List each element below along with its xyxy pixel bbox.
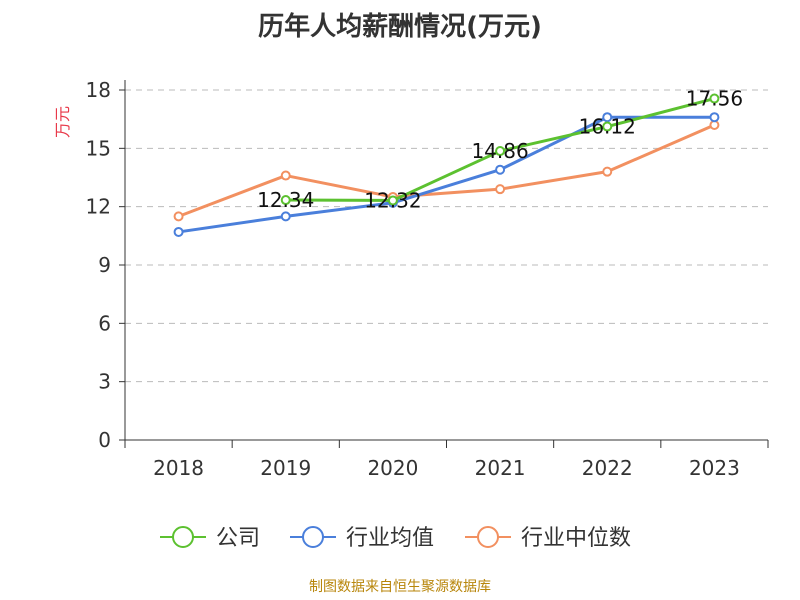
legend-label: 行业均值 xyxy=(346,526,434,551)
data-point xyxy=(280,170,291,181)
y-tick-label: 3 xyxy=(98,370,111,394)
data-label: 17.56 xyxy=(686,87,743,111)
legend-label: 行业中位数 xyxy=(521,526,631,551)
y-tick-label: 0 xyxy=(98,428,111,452)
data-point xyxy=(495,146,506,157)
y-tick-label: 6 xyxy=(98,311,111,335)
legend-marker xyxy=(172,526,194,548)
data-point xyxy=(709,112,720,123)
y-axis-label: 万元 xyxy=(53,106,72,138)
data-point xyxy=(602,121,613,132)
grid-lines xyxy=(125,89,768,383)
legend-label: 公司 xyxy=(216,526,260,551)
series-line-1 xyxy=(178,115,715,234)
data-point xyxy=(602,112,613,123)
x-tick-label: 2020 xyxy=(367,456,418,480)
data-label: 12.34 xyxy=(257,188,314,212)
axes: 0 3 6 9 12 15 18 2018 2019 2020 2021 2022 2023 万元 xyxy=(53,78,769,480)
data-label: 16.12 xyxy=(579,115,636,139)
x-tick-label: 2021 xyxy=(475,456,526,480)
data-point xyxy=(387,195,398,206)
x-tick-label: 2019 xyxy=(260,456,311,480)
data-point xyxy=(495,164,506,175)
y-tick-label: 9 xyxy=(98,253,111,277)
x-tick-label: 2023 xyxy=(689,456,740,480)
data-labels: 12.34 12.32 14.86 16.12 17.56 xyxy=(257,87,743,213)
series-line-2 xyxy=(178,123,716,218)
data-label: 12.32 xyxy=(364,188,421,212)
data-point xyxy=(495,184,506,195)
data-point xyxy=(173,226,184,237)
x-tick-label: 2022 xyxy=(582,456,633,480)
data-point xyxy=(709,93,720,104)
x-tick-label: 2018 xyxy=(153,456,204,480)
y-tick-label: 12 xyxy=(86,195,111,219)
data-point xyxy=(173,211,184,222)
legend: 公司 行业均值 行业中位数 xyxy=(160,526,631,551)
chart-title: 历年人均薪酬情况(万元) xyxy=(258,12,542,42)
data-label: 14.86 xyxy=(471,139,528,163)
legend-marker xyxy=(302,526,324,548)
series-group xyxy=(173,93,720,237)
data-point xyxy=(602,166,613,177)
data-point xyxy=(280,211,291,222)
legend-marker xyxy=(477,526,499,548)
y-tick-label: 15 xyxy=(86,136,111,160)
data-point xyxy=(280,195,291,206)
source-footer: 制图数据来自恒生聚源数据库 xyxy=(309,579,491,595)
y-tick-label: 18 xyxy=(86,78,111,102)
